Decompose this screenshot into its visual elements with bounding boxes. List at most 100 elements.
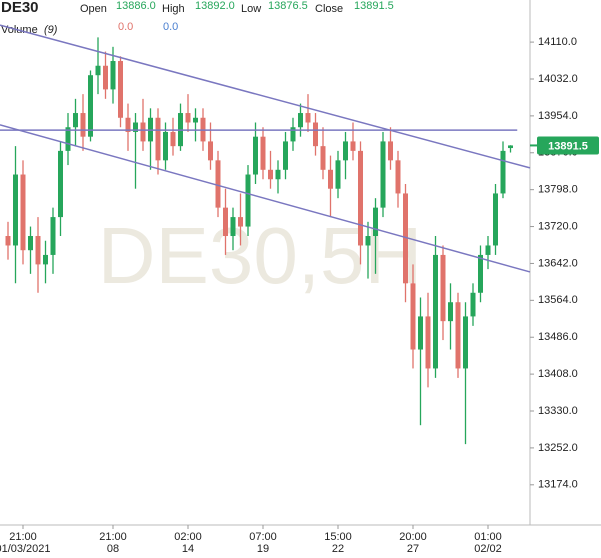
- candle-body: [328, 169, 333, 189]
- candle-body: [335, 160, 341, 189]
- open-label: Open: [80, 3, 107, 15]
- candle-body: [365, 236, 371, 246]
- symbol: DE30: [1, 0, 39, 16]
- candle-body: [418, 316, 423, 350]
- candle-body: [290, 127, 296, 142]
- close-label: Close: [315, 3, 343, 15]
- candle-body: [500, 150, 506, 194]
- x-tick-label: 01:00: [474, 531, 502, 543]
- candle-body: [185, 113, 191, 123]
- low-label: Low: [241, 3, 261, 15]
- high-label: High: [162, 3, 185, 15]
- x-tick-label: 21:00: [9, 531, 37, 543]
- x-tick-sublabel: 22: [332, 543, 344, 555]
- candle-body: [208, 141, 213, 161]
- candle-body: [268, 169, 273, 180]
- candle-body: [508, 145, 513, 149]
- y-tick-label: 13252.0: [538, 442, 578, 454]
- candle-body: [463, 316, 468, 369]
- high-value: 13892.0: [195, 0, 235, 12]
- candle-body: [50, 217, 56, 255]
- candle-body: [133, 122, 138, 132]
- candle-body: [103, 65, 108, 90]
- candle-body: [58, 150, 63, 218]
- candle-body: [440, 254, 446, 322]
- candle-body: [275, 169, 281, 180]
- candle-body: [350, 141, 356, 151]
- candle-body: [410, 283, 416, 350]
- candle-body: [230, 217, 236, 237]
- y-tick-label: 13174.0: [538, 479, 578, 491]
- candle-body: [155, 117, 161, 161]
- trend-line: [0, 24, 531, 169]
- candle-body: [35, 236, 41, 265]
- candle-body: [5, 236, 11, 246]
- trend-line: [0, 124, 531, 273]
- candle-body: [140, 122, 146, 142]
- candle-body: [373, 207, 378, 237]
- candle-body: [425, 316, 431, 369]
- candle-body: [395, 160, 401, 194]
- candle-body: [13, 174, 18, 246]
- candle-body: [110, 61, 116, 90]
- candle-body: [193, 117, 198, 123]
- candle-body: [283, 141, 288, 170]
- candle-body: [118, 61, 123, 118]
- candle-body: [388, 141, 393, 161]
- candle-body: [170, 131, 176, 147]
- x-tick-sublabel: 27: [407, 543, 419, 555]
- x-tick-sublabel: 02/02: [474, 543, 502, 555]
- volume-value: 0.0: [163, 21, 178, 33]
- candle-body: [28, 236, 33, 251]
- x-tick-sublabel: 19: [257, 543, 269, 555]
- x-tick-label: 15:00: [324, 531, 352, 543]
- candle-body: [470, 292, 476, 317]
- last-price-label: 13891.5: [548, 140, 588, 152]
- x-tick-label: 02:00: [174, 531, 202, 543]
- candle-body: [20, 174, 26, 251]
- candle-body: [253, 136, 258, 175]
- volume-value: 0.0: [118, 21, 133, 33]
- candle-body: [403, 193, 408, 284]
- y-tick-label: 13486.0: [538, 331, 578, 343]
- low-value: 13876.5: [268, 0, 308, 12]
- volume-period: (9): [44, 24, 58, 36]
- candle-body: [433, 254, 438, 369]
- candle-body: [448, 302, 453, 322]
- candle-body: [245, 174, 251, 227]
- y-tick-label: 13720.0: [538, 220, 578, 232]
- close-value: 13891.5: [354, 0, 394, 12]
- candle-body: [485, 245, 491, 255]
- x-tick-label: 20:00: [399, 531, 427, 543]
- x-tick-sublabel: 08: [107, 543, 119, 555]
- candle-body: [455, 302, 461, 369]
- x-tick-label: 07:00: [249, 531, 277, 543]
- candle-body: [380, 141, 386, 208]
- candle-body: [298, 113, 303, 128]
- candle-body: [65, 127, 71, 151]
- x-tick-label: 21:00: [99, 531, 127, 543]
- candle-body: [95, 65, 101, 76]
- open-value: 13886.0: [116, 0, 156, 12]
- candle-body: [313, 122, 318, 147]
- y-tick-label: 13642.0: [538, 257, 578, 269]
- candle-body: [305, 113, 311, 123]
- candle-body: [88, 75, 93, 137]
- candle-body: [223, 207, 228, 237]
- candle-body: [478, 254, 483, 293]
- candle-body: [80, 113, 86, 137]
- candle-body: [358, 150, 363, 246]
- y-tick-label: 13564.0: [538, 294, 578, 306]
- y-tick-label: 13330.0: [538, 405, 578, 417]
- candle-body: [343, 141, 348, 161]
- y-tick-label: 13798.0: [538, 184, 578, 196]
- y-tick-label: 14110.0: [538, 36, 577, 48]
- candle-body: [260, 136, 266, 170]
- y-tick-label: 14032.0: [538, 73, 578, 85]
- candle-body: [43, 254, 48, 265]
- last-price-tag: [537, 136, 599, 155]
- candle-body: [493, 193, 498, 246]
- candle-body: [215, 160, 221, 208]
